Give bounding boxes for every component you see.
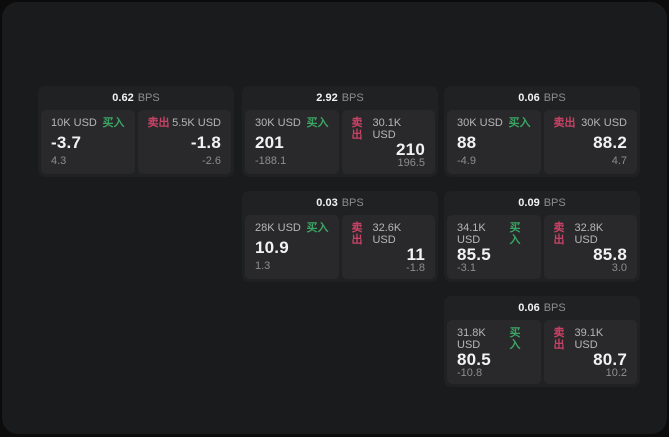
sell-delta: 3.0 bbox=[611, 262, 627, 275]
bps-value: 0.03 bbox=[316, 197, 338, 209]
buy-price: 201 bbox=[255, 133, 284, 153]
sell-quote-panel[interactable]: 卖出 30K USD 88.2 4.7 bbox=[543, 110, 637, 174]
sell-label: 卖出 bbox=[147, 117, 170, 129]
bps-value: 2.92 bbox=[316, 92, 338, 104]
sell-label: 卖出 bbox=[351, 222, 363, 247]
bps-value: 0.06 bbox=[518, 302, 540, 314]
sell-quote-panel[interactable]: 卖出 39.1K USD 80.7 10.2 bbox=[543, 320, 637, 384]
sell-quote-panel[interactable]: 卖出 32.6K USD 11 -1.8 bbox=[341, 215, 435, 279]
bps-value: 0.06 bbox=[518, 92, 540, 104]
bps-unit-label: BPS bbox=[341, 197, 364, 209]
sell-label: 卖出 bbox=[553, 327, 565, 352]
buy-amount: 28K USD bbox=[255, 222, 301, 234]
quote-card-4: 0.03 BPS 28K USD 买入 10.9 1.3 卖出 32.6K US… bbox=[242, 191, 438, 282]
bps-unit-label: BPS bbox=[543, 92, 566, 104]
buy-quote-panel[interactable]: 30K USD 买入 201 -188.1 bbox=[245, 110, 339, 174]
bps-value: 0.62 bbox=[112, 92, 134, 104]
buy-price: 85.5 bbox=[457, 245, 491, 265]
sell-amount: 32.8K USD bbox=[574, 222, 604, 247]
sell-price: 88.2 bbox=[593, 133, 627, 153]
bps-header: 0.06 BPS bbox=[444, 296, 640, 320]
buy-label: 买入 bbox=[102, 117, 125, 129]
quote-card-6: 0.06 BPS 31.8K USD 买入 80.5 -10.8 卖出 39.1… bbox=[444, 296, 640, 387]
bps-unit-label: BPS bbox=[543, 197, 566, 209]
buy-quote-panel[interactable]: 30K USD 买入 88 -4.9 bbox=[447, 110, 541, 174]
buy-delta: 1.3 bbox=[255, 260, 271, 272]
sell-price: -1.8 bbox=[190, 133, 221, 153]
buy-delta: -188.1 bbox=[255, 155, 287, 167]
sell-quote-panel[interactable]: 卖出 30.1K USD 210 196.5 bbox=[341, 110, 435, 174]
buy-amount: 30K USD bbox=[457, 117, 503, 129]
buy-quote-panel[interactable]: 10K USD 买入 -3.7 4.3 bbox=[41, 110, 135, 174]
sell-quote-panel[interactable]: 卖出 5.5K USD -1.8 -2.6 bbox=[137, 110, 231, 174]
buy-label: 买入 bbox=[306, 222, 329, 234]
sell-price: 11 bbox=[406, 245, 425, 265]
bps-header: 0.03 BPS bbox=[242, 191, 438, 215]
buy-label: 买入 bbox=[508, 117, 531, 129]
sell-price: 80.7 bbox=[593, 350, 627, 370]
sell-delta: 196.5 bbox=[397, 157, 425, 170]
sell-quote-panel[interactable]: 卖出 32.8K USD 85.8 3.0 bbox=[543, 215, 637, 279]
buy-price: -3.7 bbox=[51, 133, 82, 153]
bps-value: 0.09 bbox=[518, 197, 540, 209]
sell-amount: 30K USD bbox=[581, 117, 627, 129]
quote-card-2: 2.92 BPS 30K USD 买入 201 -188.1 卖出 30.1K … bbox=[242, 86, 438, 177]
bps-header: 0.09 BPS bbox=[444, 191, 640, 215]
bps-unit-label: BPS bbox=[137, 92, 160, 104]
buy-price: 80.5 bbox=[457, 350, 491, 370]
buy-label: 买入 bbox=[306, 117, 329, 129]
buy-label: 买入 bbox=[509, 222, 521, 247]
sell-price: 210 bbox=[396, 140, 425, 160]
sell-delta: 10.2 bbox=[605, 367, 627, 380]
sell-delta: -2.6 bbox=[202, 155, 221, 167]
sell-label: 卖出 bbox=[553, 117, 576, 129]
buy-amount: 10K USD bbox=[51, 117, 97, 129]
buy-delta: 4.3 bbox=[51, 155, 67, 167]
sell-label: 卖出 bbox=[351, 117, 363, 142]
sell-price: 85.8 bbox=[593, 245, 627, 265]
buy-label: 买入 bbox=[509, 327, 521, 352]
buy-amount: 34.1K USD bbox=[457, 222, 486, 247]
buy-delta: -10.8 bbox=[457, 367, 483, 380]
sell-label: 卖出 bbox=[553, 222, 565, 247]
sell-amount: 30.1K USD bbox=[372, 117, 402, 142]
buy-quote-panel[interactable]: 31.8K USD 买入 80.5 -10.8 bbox=[447, 320, 541, 384]
buy-delta: -3.1 bbox=[457, 262, 476, 275]
buy-price: 88 bbox=[457, 133, 477, 153]
sell-amount: 5.5K USD bbox=[172, 117, 221, 129]
buy-delta: -4.9 bbox=[457, 155, 476, 167]
sell-amount: 39.1K USD bbox=[574, 327, 604, 352]
bps-header: 0.06 BPS bbox=[444, 86, 640, 110]
bps-header: 2.92 BPS bbox=[242, 86, 438, 110]
quote-card-5: 0.09 BPS 34.1K USD 买入 85.5 -3.1 卖出 32.8K… bbox=[444, 191, 640, 282]
quote-card-1: 0.62 BPS 10K USD 买入 -3.7 4.3 卖出 5.5K USD… bbox=[38, 86, 234, 177]
buy-quote-panel[interactable]: 28K USD 买入 10.9 1.3 bbox=[245, 215, 339, 279]
sell-delta: -1.8 bbox=[406, 262, 425, 275]
sell-amount: 32.6K USD bbox=[372, 222, 402, 247]
quote-card-3: 0.06 BPS 30K USD 买入 88 -4.9 卖出 30K USD 8… bbox=[444, 86, 640, 177]
bps-header: 0.62 BPS bbox=[38, 86, 234, 110]
buy-amount: 30K USD bbox=[255, 117, 301, 129]
buy-price: 10.9 bbox=[255, 238, 289, 258]
sell-delta: 4.7 bbox=[611, 155, 627, 167]
buy-amount: 31.8K USD bbox=[457, 327, 486, 352]
bps-unit-label: BPS bbox=[341, 92, 364, 104]
buy-quote-panel[interactable]: 34.1K USD 买入 85.5 -3.1 bbox=[447, 215, 541, 279]
bps-unit-label: BPS bbox=[543, 302, 566, 314]
